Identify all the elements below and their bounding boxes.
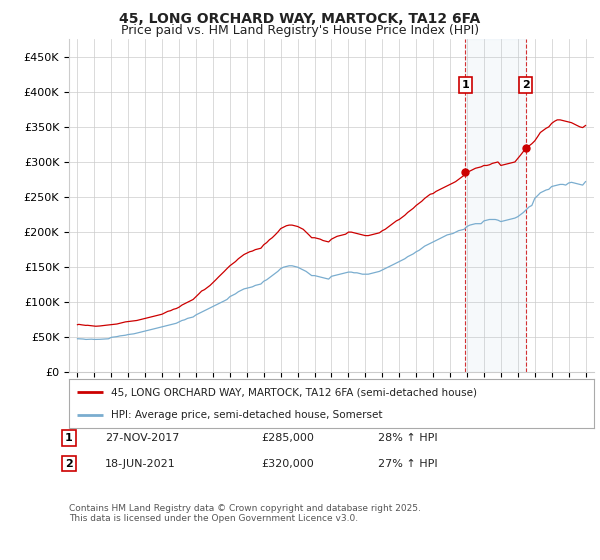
Bar [465, 39, 526, 372]
Text: 18-JUN-2021: 18-JUN-2021 [105, 459, 176, 469]
Text: 2: 2 [522, 80, 529, 90]
Text: 27-NOV-2017: 27-NOV-2017 [105, 433, 179, 443]
Text: 45, LONG ORCHARD WAY, MARTOCK, TA12 6FA: 45, LONG ORCHARD WAY, MARTOCK, TA12 6FA [119, 12, 481, 26]
Text: 2: 2 [65, 459, 73, 469]
Text: £320,000: £320,000 [261, 459, 314, 469]
Text: HPI: Average price, semi-detached house, Somerset: HPI: Average price, semi-detached house,… [111, 410, 383, 420]
Text: £285,000: £285,000 [261, 433, 314, 443]
Text: 1: 1 [65, 433, 73, 443]
Text: Price paid vs. HM Land Registry's House Price Index (HPI): Price paid vs. HM Land Registry's House … [121, 24, 479, 37]
Text: 1: 1 [461, 80, 469, 90]
Text: Contains HM Land Registry data © Crown copyright and database right 2025.
This d: Contains HM Land Registry data © Crown c… [69, 504, 421, 524]
Text: 28% ↑ HPI: 28% ↑ HPI [378, 433, 437, 443]
Text: 27% ↑ HPI: 27% ↑ HPI [378, 459, 437, 469]
Text: 45, LONG ORCHARD WAY, MARTOCK, TA12 6FA (semi-detached house): 45, LONG ORCHARD WAY, MARTOCK, TA12 6FA … [111, 388, 477, 398]
